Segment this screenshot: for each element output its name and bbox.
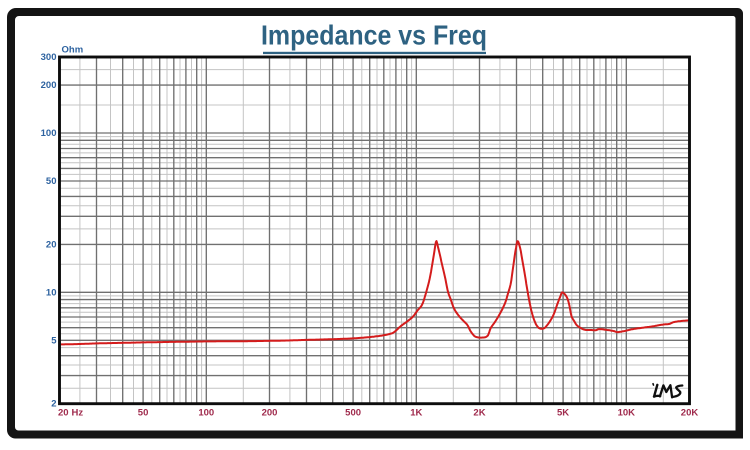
- svg-text:20: 20: [58, 408, 69, 419]
- svg-text:20: 20: [46, 239, 57, 250]
- svg-text:20K: 20K: [681, 408, 699, 419]
- svg-text:5K: 5K: [557, 408, 569, 419]
- svg-text:200: 200: [262, 408, 278, 419]
- svg-text:500: 500: [345, 408, 361, 419]
- svg-text:5: 5: [51, 335, 57, 346]
- svg-text:10K: 10K: [618, 408, 636, 419]
- svg-text:1K: 1K: [410, 408, 422, 419]
- svg-text:300: 300: [41, 52, 57, 63]
- svg-text:Hz: Hz: [72, 408, 84, 419]
- svg-text:200: 200: [41, 80, 57, 91]
- svg-text:100: 100: [41, 128, 57, 139]
- svg-text:50: 50: [138, 408, 149, 419]
- svg-text:10: 10: [46, 287, 57, 298]
- svg-text:50: 50: [46, 176, 57, 187]
- svg-text:2K: 2K: [473, 408, 485, 419]
- svg-text:Impedance vs Freq: Impedance vs Freq: [261, 20, 487, 51]
- svg-text:100: 100: [198, 408, 214, 419]
- svg-text:Ohm: Ohm: [62, 44, 84, 55]
- svg-text:2: 2: [51, 399, 56, 410]
